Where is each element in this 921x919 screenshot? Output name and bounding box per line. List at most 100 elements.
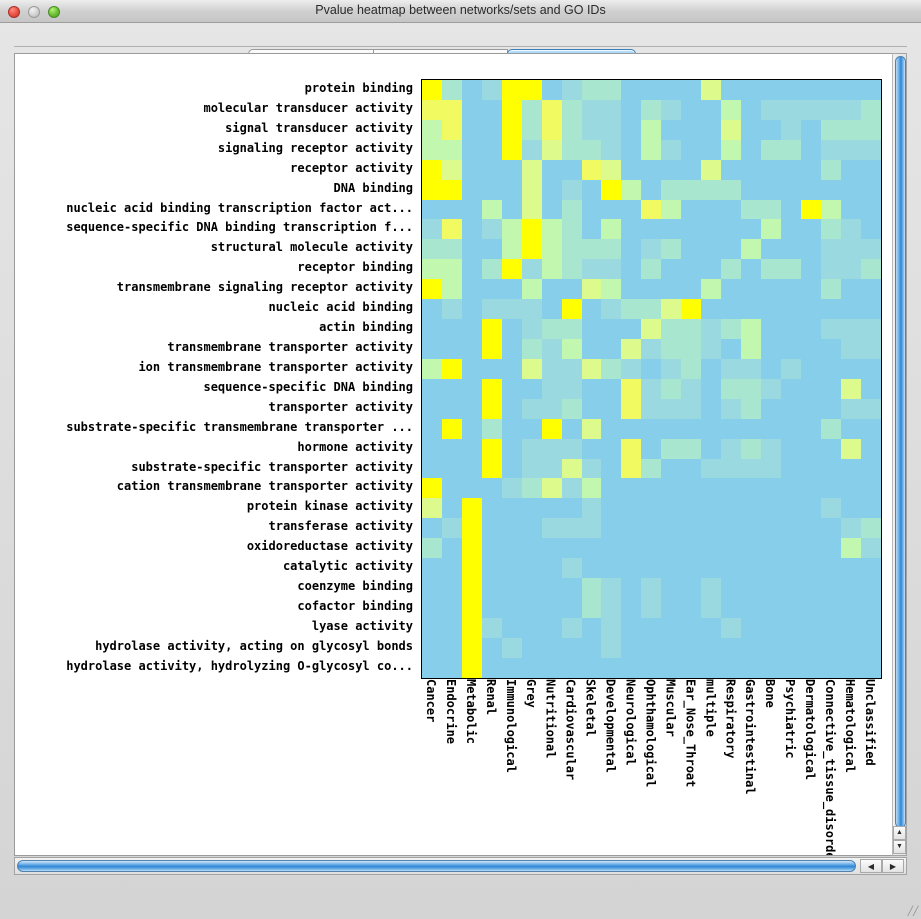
heatmap-cell[interactable]	[441, 558, 462, 579]
heatmap-cell[interactable]	[422, 259, 442, 280]
heatmap-cell[interactable]	[461, 179, 482, 200]
heatmap-cell[interactable]	[661, 637, 682, 658]
heatmap-cell[interactable]	[641, 139, 662, 160]
heatmap-cell[interactable]	[422, 239, 442, 260]
heatmap-cell[interactable]	[780, 179, 801, 200]
heatmap-cell[interactable]	[800, 597, 821, 618]
heatmap-cell[interactable]	[581, 319, 602, 339]
heatmap-cell[interactable]	[760, 159, 781, 180]
heatmap-cell[interactable]	[840, 518, 861, 539]
heatmap-cell[interactable]	[661, 239, 682, 260]
heatmap-cell[interactable]	[681, 458, 702, 479]
heatmap-cell[interactable]	[701, 498, 722, 519]
heatmap-cell[interactable]	[481, 259, 502, 280]
heatmap-cell[interactable]	[601, 239, 622, 260]
heatmap-cell[interactable]	[541, 518, 562, 539]
heatmap-cell[interactable]	[641, 358, 662, 379]
heatmap-cell[interactable]	[581, 179, 602, 200]
heatmap-cell[interactable]	[840, 617, 861, 638]
close-window-button[interactable]	[8, 6, 20, 18]
heatmap-cell[interactable]	[621, 617, 642, 638]
heatmap-cell[interactable]	[701, 657, 722, 678]
heatmap-cell[interactable]	[541, 617, 562, 638]
heatmap-cell[interactable]	[422, 299, 442, 320]
heatmap-cell[interactable]	[780, 418, 801, 439]
heatmap-cell[interactable]	[441, 538, 462, 559]
heatmap-cell[interactable]	[681, 617, 702, 638]
minimize-window-button[interactable]	[28, 6, 40, 18]
heatmap-cell[interactable]	[581, 139, 602, 160]
heatmap-cell[interactable]	[820, 239, 841, 260]
heatmap-cell[interactable]	[441, 398, 462, 419]
heatmap-cell[interactable]	[521, 438, 542, 459]
heatmap-cell[interactable]	[780, 159, 801, 180]
heatmap-cell[interactable]	[780, 338, 801, 359]
heatmap-cell[interactable]	[461, 538, 482, 559]
heatmap-cell[interactable]	[681, 239, 702, 260]
heatmap-cell[interactable]	[741, 179, 761, 200]
heatmap-cell[interactable]	[501, 80, 522, 100]
heatmap-cell[interactable]	[820, 478, 841, 499]
heatmap-cell[interactable]	[800, 498, 821, 519]
heatmap-cell[interactable]	[481, 80, 502, 100]
heatmap-cell[interactable]	[521, 139, 542, 160]
heatmap-cell[interactable]	[541, 338, 562, 359]
heatmap-cell[interactable]	[760, 458, 781, 479]
heatmap-cell[interactable]	[741, 279, 761, 300]
heatmap-cell[interactable]	[721, 518, 741, 539]
heatmap-cell[interactable]	[561, 597, 582, 618]
heatmap-cell[interactable]	[501, 538, 522, 559]
heatmap-cell[interactable]	[621, 418, 642, 439]
heatmap-cell[interactable]	[481, 458, 502, 479]
heatmap-cell[interactable]	[422, 159, 442, 180]
heatmap-cell[interactable]	[422, 637, 442, 658]
heatmap-cell[interactable]	[721, 637, 741, 658]
heatmap-cell[interactable]	[840, 398, 861, 419]
heatmap-cell[interactable]	[601, 319, 622, 339]
heatmap-cell[interactable]	[860, 378, 881, 399]
heatmap-cell[interactable]	[481, 179, 502, 200]
heatmap-cell[interactable]	[561, 637, 582, 658]
heatmap-cell[interactable]	[661, 597, 682, 618]
heatmap-cell[interactable]	[860, 139, 881, 160]
heatmap-cell[interactable]	[701, 99, 722, 120]
heatmap-cell[interactable]	[441, 219, 462, 240]
heatmap-cell[interactable]	[481, 159, 502, 180]
heatmap-cell[interactable]	[840, 199, 861, 220]
heatmap-cell[interactable]	[521, 617, 542, 638]
heatmap-cell[interactable]	[860, 219, 881, 240]
heatmap-cell[interactable]	[561, 478, 582, 499]
heatmap-cell[interactable]	[621, 398, 642, 419]
heatmap-cell[interactable]	[721, 358, 741, 379]
heatmap-cell[interactable]	[661, 418, 682, 439]
heatmap-cell[interactable]	[760, 279, 781, 300]
heatmap-cell[interactable]	[800, 538, 821, 559]
heatmap-cell[interactable]	[501, 637, 522, 658]
vertical-scrollbar-thumb[interactable]	[895, 56, 906, 828]
heatmap-cell[interactable]	[621, 299, 642, 320]
heatmap-cell[interactable]	[840, 319, 861, 339]
heatmap-cell[interactable]	[461, 80, 482, 100]
heatmap-cell[interactable]	[461, 578, 482, 598]
heatmap-cell[interactable]	[741, 80, 761, 100]
heatmap-cell[interactable]	[441, 299, 462, 320]
heatmap-cell[interactable]	[741, 199, 761, 220]
heatmap-cell[interactable]	[820, 398, 841, 419]
heatmap-cell[interactable]	[481, 578, 502, 598]
heatmap-cell[interactable]	[860, 578, 881, 598]
heatmap-cell[interactable]	[441, 259, 462, 280]
heatmap-cell[interactable]	[561, 299, 582, 320]
heatmap-cell[interactable]	[441, 199, 462, 220]
heatmap-cell[interactable]	[521, 219, 542, 240]
heatmap-cell[interactable]	[521, 319, 542, 339]
heatmap-cell[interactable]	[820, 279, 841, 300]
heatmap-cell[interactable]	[461, 378, 482, 399]
heatmap-cell[interactable]	[501, 558, 522, 579]
heatmap-cell[interactable]	[641, 657, 662, 678]
heatmap-cell[interactable]	[840, 597, 861, 618]
heatmap-cell[interactable]	[501, 99, 522, 120]
heatmap-cell[interactable]	[601, 179, 622, 200]
heatmap-cell[interactable]	[601, 578, 622, 598]
heatmap-cell[interactable]	[820, 597, 841, 618]
heatmap-cell[interactable]	[441, 239, 462, 260]
